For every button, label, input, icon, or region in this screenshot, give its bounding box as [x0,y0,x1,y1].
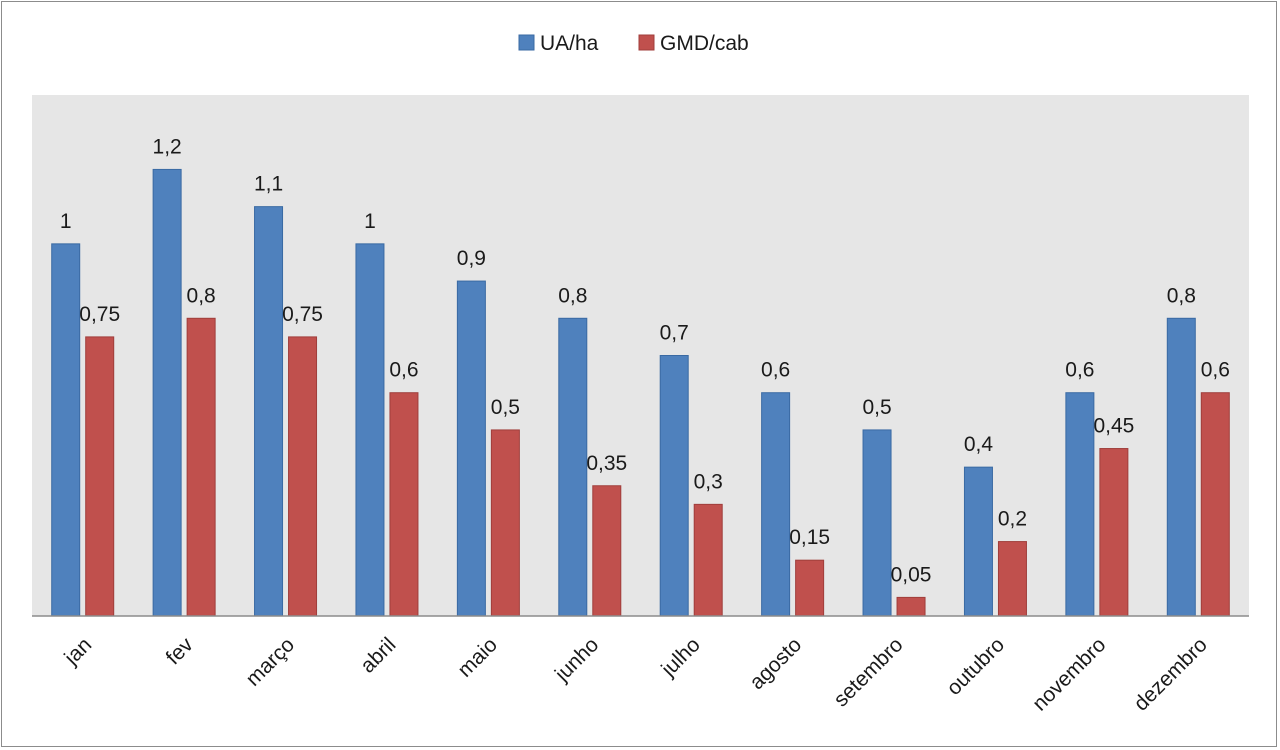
bar-gmd-cab-setembro [896,596,926,617]
data-label-ua-ha-junho: 0,8 [558,284,587,307]
bar-ua-ha-dezembro [1166,317,1196,617]
legend: UA/ha GMD/cab [518,32,749,55]
data-label-gmd-cab-junho: 0,35 [586,452,627,475]
data-label-ua-ha-maio: 0,9 [457,247,486,270]
x-tick-label-julho: julho [656,633,704,681]
x-tick-label-dezembro: dezembro [1130,633,1212,715]
data-label-ua-ha-jan: 1 [60,210,72,233]
x-tick-label-novembro: novembro [1028,633,1110,715]
bar-ua-ha-junho [558,317,588,617]
x-tick-label-junho: junho [550,633,603,686]
data-label-ua-ha-fev: 1,2 [153,135,182,158]
x-tick-label-maio: maio [453,633,501,681]
bar-ua-ha-novembro [1065,392,1095,617]
data-label-gmd-cab-abril: 0,6 [389,359,418,382]
bar-gmd-cab-jan [85,336,115,617]
data-label-ua-ha-agosto: 0,6 [761,359,790,382]
bar-gmd-cab-agosto [795,559,825,617]
data-label-gmd-cab-maio: 0,5 [491,396,520,419]
bar-ua-ha-julho [659,355,689,617]
data-label-ua-ha-março: 1,1 [254,173,283,196]
data-label-gmd-cab-agosto: 0,15 [789,526,830,549]
x-tick-label-março: março [242,633,300,691]
data-label-ua-ha-julho: 0,7 [660,322,689,345]
legend-swatch-ua-ha [518,34,535,51]
x-tick-label-setembro: setembro [829,633,907,711]
bar-gmd-cab-maio [490,429,520,617]
x-tick-label-jan: jan [59,633,96,670]
bar-gmd-cab-abril [389,392,419,617]
data-label-gmd-cab-novembro: 0,45 [1093,415,1134,438]
x-tick-label-agosto: agosto [745,633,806,694]
legend-swatch-gmd-cab [638,34,655,51]
bar-ua-ha-agosto [761,392,791,617]
legend-label-ua-ha: UA/ha [540,32,599,55]
data-label-gmd-cab-dezembro: 0,6 [1201,359,1230,382]
data-label-gmd-cab-fev: 0,8 [187,284,216,307]
bar-ua-ha-jan [51,243,81,617]
bars [51,168,1230,617]
data-label-ua-ha-novembro: 0,6 [1065,359,1094,382]
data-labels: 1 0,75 1,2 0,8 1,1 0,75 1 0,6 0,9 0,5 0,8 0,35 0,7 0,… [60,135,1230,586]
data-label-gmd-cab-outubro: 0,2 [998,508,1027,531]
x-tick-label-abril: abril [356,633,400,677]
data-label-ua-ha-outubro: 0,4 [964,433,994,456]
data-label-gmd-cab-jan: 0,75 [79,303,120,326]
bar-gmd-cab-dezembro [1200,392,1230,617]
bar-ua-ha-maio [456,280,486,617]
bar-ua-ha-março [254,206,284,617]
data-label-ua-ha-setembro: 0,5 [862,396,891,419]
bar-gmd-cab-fev [186,317,216,617]
data-label-ua-ha-abril: 1 [364,210,376,233]
plot-area [32,95,1249,616]
data-label-gmd-cab-setembro: 0,05 [891,563,932,586]
x-tick-label-fev: fev [162,633,198,669]
bar-gmd-cab-novembro [1099,448,1129,617]
bar-gmd-cab-março [288,336,318,617]
bar-gmd-cab-julho [693,503,723,617]
bar-ua-ha-abril [355,243,385,617]
bar-gmd-cab-outubro [997,541,1027,617]
data-label-ua-ha-dezembro: 0,8 [1167,284,1196,307]
bar-ua-ha-setembro [862,429,892,617]
bar-ua-ha-fev [152,168,182,617]
data-label-gmd-cab-março: 0,75 [282,303,323,326]
legend-label-gmd-cab: GMD/cab [660,32,749,55]
bar-ua-ha-outubro [963,466,993,617]
x-tick-labels: jan fev março abril maio junho julho agosto sete… [59,633,1211,716]
data-label-gmd-cab-julho: 0,3 [694,470,723,493]
x-tick-label-outubro: outubro [942,633,1009,700]
bar-gmd-cab-junho [592,485,622,617]
